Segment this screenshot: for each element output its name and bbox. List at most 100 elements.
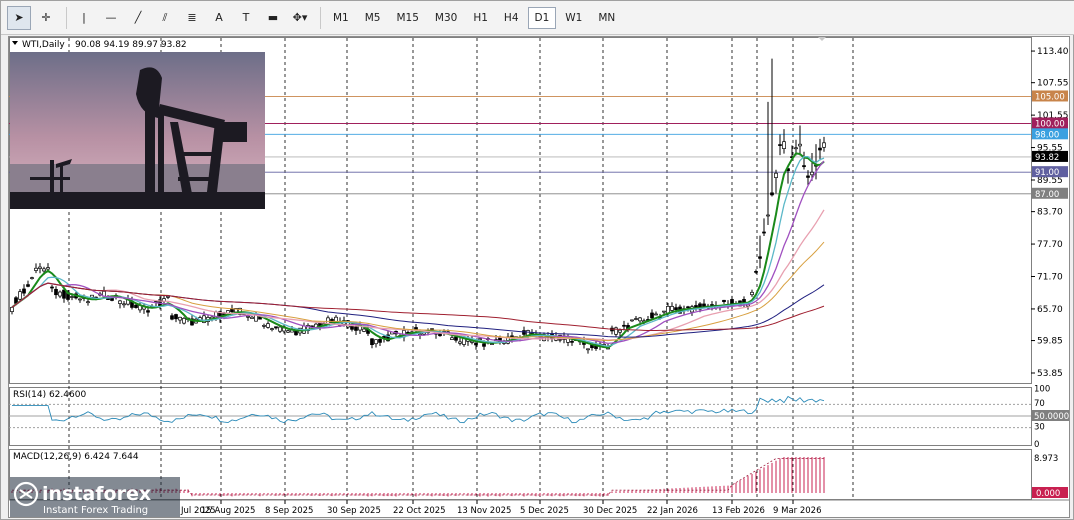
rsi-tick-label: 30 bbox=[1034, 422, 1045, 432]
price-level-badge bbox=[1032, 117, 1068, 129]
timeframe-m30-button[interactable]: M30 bbox=[434, 11, 458, 24]
brand-tagline: Instant Forex Trading bbox=[43, 505, 148, 516]
trendline-icon[interactable]: ╱ bbox=[134, 11, 142, 24]
toolbar-separator bbox=[66, 6, 67, 29]
candle bbox=[686, 306, 690, 309]
candle bbox=[722, 299, 726, 303]
candle bbox=[458, 341, 462, 344]
timeframe-h1-button[interactable]: H1 bbox=[473, 11, 488, 24]
candle bbox=[134, 304, 138, 308]
price-tick-label: 53.85 bbox=[1037, 369, 1063, 379]
price-level-label: 91.00 bbox=[1035, 168, 1059, 178]
candle bbox=[782, 141, 786, 149]
price-level-label: 105.00 bbox=[1035, 92, 1065, 102]
candle bbox=[662, 310, 666, 313]
oil-pump-photo bbox=[10, 52, 265, 209]
instaforex-logo: instaforex Instant Forex Trading bbox=[10, 477, 180, 517]
candle bbox=[34, 267, 38, 271]
instaforex-logo-graphic: instaforex Instant Forex Trading bbox=[10, 477, 180, 517]
symbol-label: WTI,Daily bbox=[22, 40, 65, 50]
candle bbox=[490, 343, 494, 345]
date-label-partial: Jul 2025 bbox=[180, 506, 216, 516]
horizontal-line-icon[interactable]: — bbox=[105, 11, 117, 24]
chart-menu-triangle-icon[interactable] bbox=[12, 41, 18, 45]
timeframe-m5-button[interactable]: M5 bbox=[364, 11, 381, 24]
price-tick-label: 101.55 bbox=[1037, 111, 1069, 121]
candle bbox=[386, 334, 390, 342]
candle bbox=[478, 338, 482, 341]
shapes-dropdown-icon[interactable]: ✥▾ bbox=[292, 11, 308, 24]
toolbar-separator bbox=[320, 6, 321, 29]
candle bbox=[634, 318, 638, 320]
candle bbox=[710, 304, 714, 306]
moving-average-line bbox=[11, 160, 825, 345]
ohlc-values: 90.08 94.19 89.97 93.82 bbox=[75, 40, 187, 50]
vertical-line-icon[interactable]: | bbox=[82, 11, 86, 24]
timeframe-d1-button[interactable]: D1 bbox=[527, 6, 557, 29]
chart-window[interactable]: 113.40 107.55 101.55 95.55 89.55 83.70 77.70 71… bbox=[8, 36, 1070, 518]
candle bbox=[750, 291, 754, 296]
candle bbox=[522, 330, 526, 335]
rsi-value-label: 50.0000 bbox=[1034, 412, 1069, 422]
candle bbox=[70, 296, 74, 298]
cursor-icon[interactable]: ➤ bbox=[7, 5, 31, 30]
date-label: 5 Dec 2025 bbox=[520, 506, 569, 516]
candle bbox=[346, 320, 350, 328]
candle bbox=[278, 326, 282, 332]
price-tick-label: 89.55 bbox=[1037, 176, 1063, 186]
price-tick-label: 107.55 bbox=[1037, 79, 1069, 89]
candle bbox=[58, 291, 62, 297]
candle bbox=[778, 144, 782, 146]
candle bbox=[166, 296, 170, 298]
rectangle-icon[interactable]: ▬ bbox=[267, 11, 279, 24]
price-tick-label: 65.70 bbox=[1037, 305, 1063, 315]
macd-zero-label: 0.000 bbox=[1036, 489, 1060, 499]
candle bbox=[378, 339, 382, 343]
price-chart[interactable]: 113.40 107.55 101.55 95.55 89.55 83.70 77.70 71… bbox=[9, 37, 1069, 517]
candle bbox=[286, 330, 290, 333]
macd-zero-badge bbox=[1032, 487, 1068, 498]
channel-icon[interactable]: ⫽ bbox=[162, 10, 168, 24]
timeframe-mn-button[interactable]: MN bbox=[598, 11, 616, 24]
candle bbox=[570, 341, 574, 343]
candle bbox=[430, 328, 434, 331]
candle bbox=[250, 316, 254, 319]
candle bbox=[374, 339, 378, 345]
moving-average-line bbox=[11, 209, 825, 341]
candle bbox=[474, 342, 478, 346]
price-level-label: 100.00 bbox=[1035, 120, 1065, 130]
candle bbox=[674, 307, 678, 311]
candle bbox=[450, 337, 454, 340]
timeframe-m1-button[interactable]: M1 bbox=[333, 11, 349, 24]
timeframe-h4-button[interactable]: H4 bbox=[503, 11, 519, 24]
candle bbox=[90, 294, 94, 298]
macd-top-label: 8.973 bbox=[1034, 454, 1058, 464]
timeframe-m15-button[interactable]: M15 bbox=[396, 11, 419, 24]
candle bbox=[62, 289, 66, 299]
candle bbox=[586, 348, 590, 351]
candle bbox=[274, 326, 278, 329]
candle bbox=[122, 303, 126, 306]
candle bbox=[630, 319, 634, 322]
candle bbox=[174, 314, 178, 320]
fibonacci-icon[interactable]: ≣ bbox=[187, 11, 197, 24]
candle bbox=[42, 268, 46, 272]
price-level-label: 98.00 bbox=[1035, 130, 1059, 140]
moving-average-line bbox=[11, 155, 825, 348]
candle bbox=[362, 328, 366, 332]
candle bbox=[670, 306, 674, 311]
price-level-badge bbox=[1032, 150, 1068, 162]
candle bbox=[638, 317, 642, 322]
candle bbox=[146, 310, 150, 313]
date-label: 15 Aug 2025 bbox=[201, 506, 255, 516]
text-label-icon[interactable]: T bbox=[242, 11, 250, 24]
crosshair-icon[interactable]: ✛ bbox=[41, 11, 51, 24]
candle bbox=[818, 147, 822, 151]
brand-name: instaforex bbox=[42, 483, 151, 505]
timeframe-w1-button[interactable]: W1 bbox=[565, 11, 583, 24]
candle bbox=[118, 300, 122, 304]
price-tick-label: 59.85 bbox=[1037, 337, 1063, 347]
chart-shift-marker-icon[interactable] bbox=[818, 37, 826, 41]
text-icon[interactable]: A bbox=[215, 11, 223, 24]
